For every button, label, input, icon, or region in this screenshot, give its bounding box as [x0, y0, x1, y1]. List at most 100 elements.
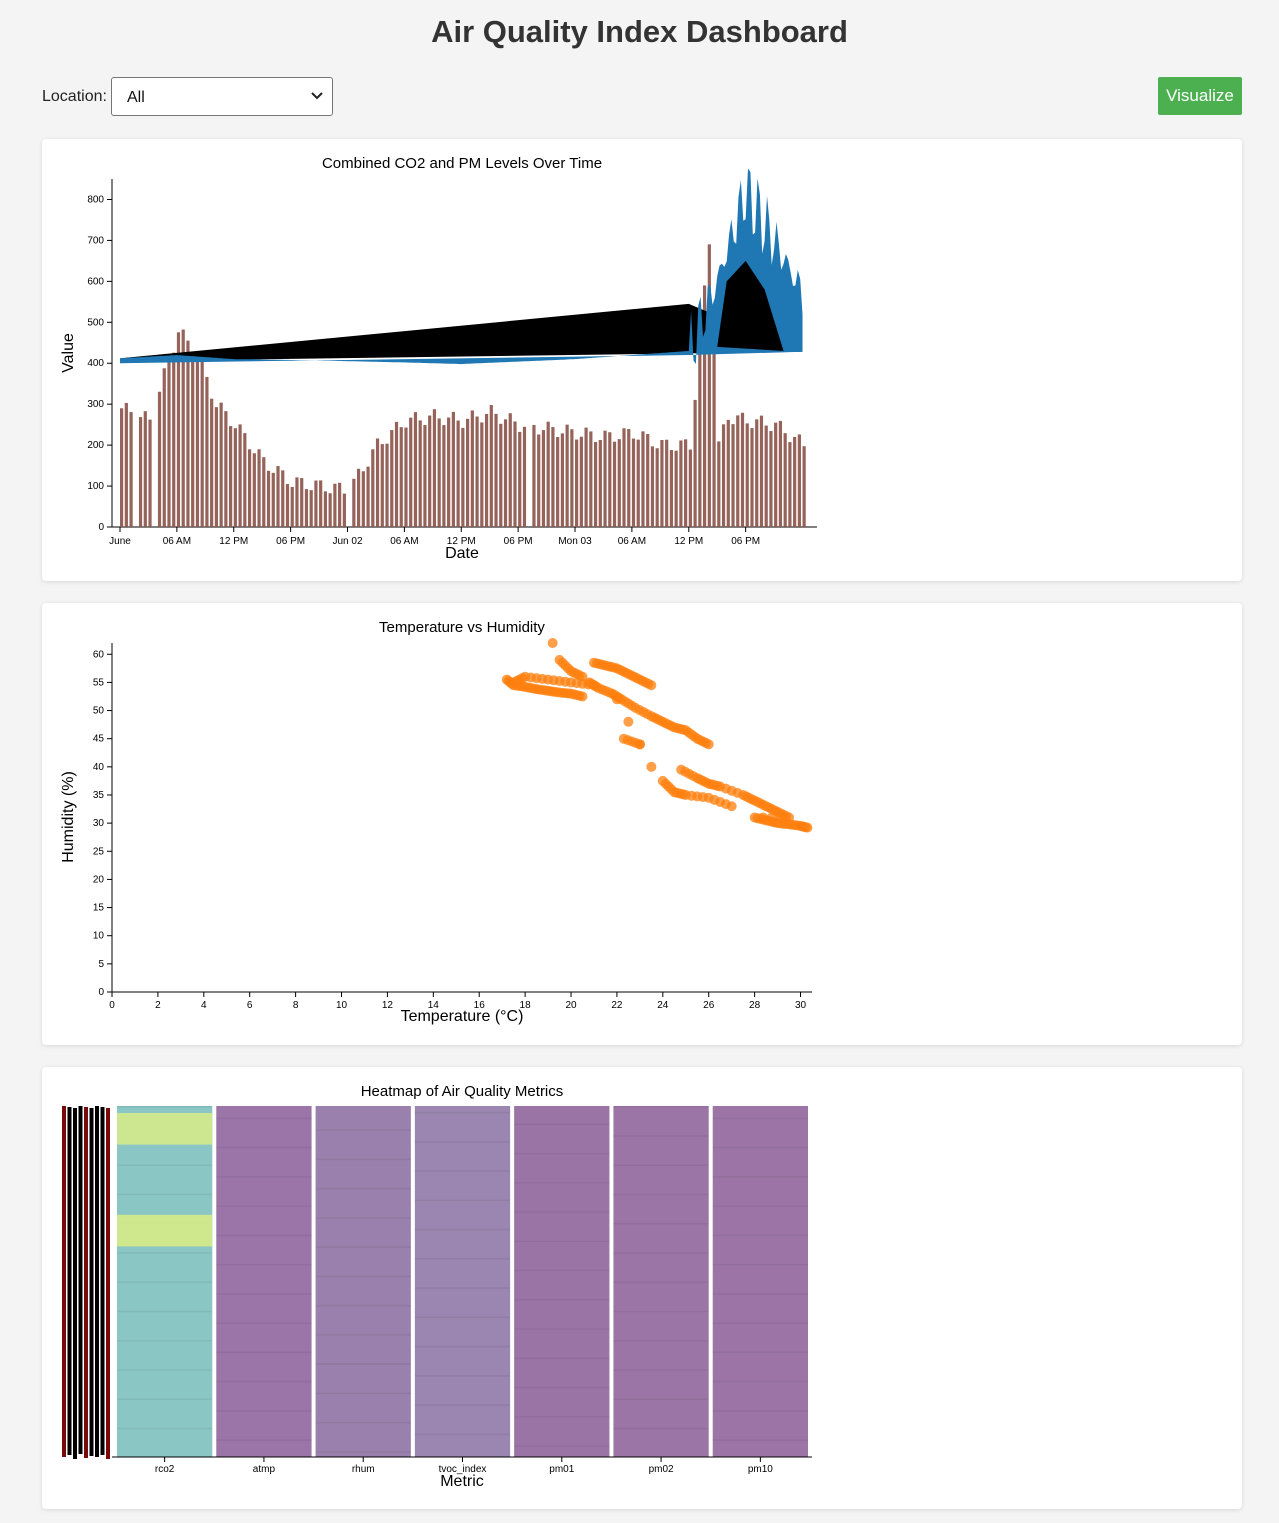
pm-bar [575, 439, 579, 527]
heatmap-row-stripe [216, 1410, 312, 1412]
pm-bar [375, 438, 380, 527]
heatmap-row-stripe [613, 1164, 709, 1166]
combined-chart-plot [120, 168, 806, 527]
heatmap-cell-column [712, 1106, 808, 1457]
heatmap-row-stripe [514, 1445, 610, 1447]
pm-bar [200, 360, 204, 527]
visualize-button[interactable]: Visualize [1158, 77, 1242, 115]
pm-bar [385, 443, 389, 527]
pm-bar [774, 422, 778, 527]
heatmap-cell-column [315, 1106, 411, 1457]
pm-bar [669, 450, 674, 527]
x-tick-label: 06 AM [390, 536, 418, 547]
pm-bar [717, 441, 721, 527]
pm-bar [195, 357, 200, 527]
heatmap-row-stripe [712, 1176, 808, 1178]
pm-bar [570, 429, 574, 527]
pm-bar [252, 453, 256, 527]
pm-bar [404, 427, 408, 527]
scatter-point [547, 638, 558, 648]
pm-bar [176, 332, 181, 527]
y-tick-label: 25 [93, 846, 105, 857]
x-tick-label: 06 AM [163, 536, 191, 547]
x-tick-label: 26 [703, 1000, 715, 1011]
x-tick-label: 28 [749, 1000, 761, 1011]
heatmap-row-stripe [712, 1322, 808, 1324]
heatmap-row-stripe [514, 1269, 610, 1272]
pm-bar [707, 244, 711, 527]
pm-bar [693, 399, 697, 527]
row-label-strip [84, 1107, 88, 1458]
pm-bar [143, 411, 147, 527]
heatmap-row-stripe [613, 1369, 709, 1371]
x-tick-label: 06 PM [504, 536, 533, 547]
pm-bar [608, 432, 612, 527]
y-tick-label: 100 [87, 481, 104, 492]
heatmap-row-stripe [315, 1363, 411, 1365]
pm-bar [257, 449, 261, 527]
pm-bar [333, 483, 337, 527]
pm-bar [712, 349, 716, 527]
x-tick-label: pm01 [549, 1464, 574, 1475]
pm-bar [167, 358, 171, 527]
pm-bar [665, 439, 669, 527]
x-tick-label: 24 [657, 1000, 669, 1011]
y-tick-label: 400 [87, 358, 104, 369]
heatmap-row-stripe [315, 1217, 411, 1219]
heatmap-row-stripe [315, 1334, 411, 1336]
heatmap-row-stripe [315, 1275, 411, 1278]
location-select-value: All [127, 89, 145, 106]
pm-bar [650, 446, 655, 527]
heatmap-row-stripe [216, 1146, 312, 1149]
scatter-point [577, 691, 588, 702]
heatmap-chart-xlabel: Metric [440, 1473, 484, 1490]
pm-bar [603, 430, 607, 527]
pm-bar [560, 433, 564, 527]
pm-bar [186, 340, 190, 527]
pm-bar [172, 352, 176, 527]
heatmap-row-stripe [414, 1228, 511, 1231]
pm-bar [338, 482, 342, 527]
heatmap-row-stripe [216, 1439, 312, 1441]
location-select[interactable]: All [111, 77, 333, 116]
heatmap-row-stripe [216, 1176, 312, 1178]
pm-bar [702, 285, 707, 527]
pm-bar [769, 431, 773, 527]
y-tick-label: 40 [93, 762, 105, 773]
pm-bar [551, 427, 555, 527]
pm-bar [271, 472, 275, 527]
pm-bar [494, 413, 498, 527]
y-tick-label: 500 [87, 317, 104, 328]
pm-bar [300, 478, 304, 527]
pm-bar [674, 450, 678, 527]
heatmap-row-stripe [414, 1345, 511, 1348]
controls-bar: Location: All Visualize [42, 77, 1242, 118]
pm-bar [243, 433, 247, 527]
scatter-point [646, 761, 657, 772]
pm-bar [328, 493, 332, 527]
heatmap-cell-column [117, 1106, 213, 1457]
scatter-chart-card: Temperature vs Humidity 0 5 10 15 20 25 30 35 40… [42, 603, 1242, 1045]
pm-bar [224, 411, 228, 527]
heatmap-row-stripe [613, 1193, 709, 1196]
pm-bar [612, 441, 617, 527]
pm-bar [764, 425, 768, 527]
x-tick-label: 14 [428, 1000, 440, 1011]
pm-bar [413, 412, 418, 527]
x-tick-label: June [109, 536, 131, 547]
pm-bar [522, 426, 527, 527]
heatmap-row-stripe [613, 1135, 709, 1137]
pm-bar [290, 486, 294, 527]
heatmap-row-stripe [414, 1287, 511, 1289]
heatmap-row-stripe [216, 1117, 312, 1120]
heatmap-chart-title: Heatmap of Air Quality Metrics [361, 1083, 564, 1100]
heatmap-row-stripe [414, 1316, 511, 1319]
x-tick-label: 30 [795, 1000, 807, 1011]
heatmap-row-stripe [216, 1351, 312, 1354]
pm-bar [466, 418, 470, 527]
pm-bar [181, 329, 185, 527]
pm-bar [745, 423, 749, 527]
heatmap-row-stripe [514, 1152, 610, 1155]
x-tick-label: 06 PM [276, 536, 305, 547]
